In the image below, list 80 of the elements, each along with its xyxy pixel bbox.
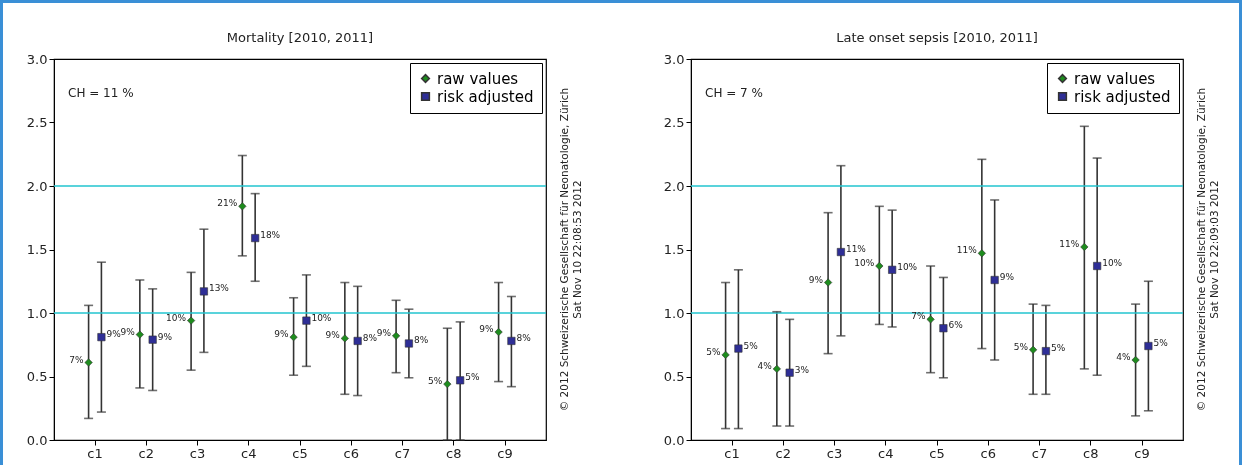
annotation: 5% (1153, 338, 1169, 349)
annotation: 5% (1013, 341, 1029, 352)
annotation: 10% (897, 261, 918, 272)
annotation: 5% (706, 346, 722, 357)
annotation: CH = 11 % (68, 86, 134, 100)
text: Sat Nov 10 22:08:53 2012 (571, 180, 583, 319)
x-tick-label: c6 (980, 445, 996, 461)
x-tick-label: c4 (241, 445, 257, 461)
y-tick-label: 1.5 (663, 242, 685, 257)
annotation: 7% (69, 354, 85, 365)
y-tick-label: 3.0 (26, 51, 48, 67)
text: © 2012 Schweizerische Gesellschaft für Neonatologie, Zürich (558, 87, 570, 412)
y-tick-label: 2.5 (26, 115, 48, 130)
annotation: 10% (854, 258, 875, 269)
annotation: 10% (311, 312, 332, 323)
y-tick-label: 2.0 (663, 178, 685, 194)
annotation: 8% (362, 332, 378, 343)
annotation: 11% (1059, 238, 1080, 249)
text: Sat Nov 10 22:09:03 2012 (1208, 180, 1220, 319)
annotation: 5% (743, 340, 759, 351)
x-tick-label: c1 (724, 445, 740, 461)
x-tick-label: c9 (1134, 445, 1150, 461)
x-tick-label: c3 (189, 445, 206, 461)
annotation: 5% (428, 376, 443, 387)
chart-title: Late onset sepsis [2010, 2011] (836, 30, 1038, 45)
x-tick-label: c7 (1031, 445, 1048, 461)
x-tick-label: c2 (138, 445, 154, 461)
y-tick-label: 3.0 (663, 51, 685, 67)
annotation: 21% (217, 198, 238, 209)
annotation: 9% (808, 274, 824, 285)
legend-label: raw values (1074, 69, 1156, 88)
legend-label: raw values (437, 69, 519, 88)
x-tick-label: c3 (826, 445, 843, 461)
annotation: 4% (1116, 351, 1132, 362)
annotation: 3% (794, 364, 810, 375)
y-tick-label: 0.5 (663, 369, 685, 384)
text: © 2012 Schweizerische Gesellschaft für Neonatologie, Zürich (1195, 87, 1207, 412)
annotation: 5% (465, 372, 480, 383)
annotation: 8% (516, 332, 532, 343)
y-tick-label: 2.5 (663, 115, 685, 130)
y-tick-label: 1.5 (26, 242, 48, 257)
annotation: 13% (208, 283, 230, 294)
annotation: 9% (274, 329, 290, 340)
annotation: 8% (413, 335, 429, 346)
annotation: 4% (757, 360, 773, 371)
y-tick-label: 0.0 (663, 432, 685, 448)
x-tick-label: c9 (497, 445, 513, 461)
annotation: 9% (479, 324, 495, 335)
x-tick-label: c4 (878, 445, 894, 461)
annotation: 11% (845, 244, 867, 255)
y-tick-label: 0.5 (26, 369, 48, 384)
y-tick-label: 1.0 (663, 305, 685, 321)
annotation: 10% (166, 312, 187, 323)
annotation: 9% (376, 327, 392, 338)
x-tick-label: c7 (394, 445, 411, 461)
x-tick-label: c8 (1083, 445, 1099, 461)
legend-label: risk adjusted (1074, 87, 1171, 106)
y-tick-label: 1.0 (26, 305, 48, 321)
annotation: 9% (999, 271, 1015, 282)
annotation: CH = 7 % (705, 86, 763, 100)
x-tick-label: c5 (292, 445, 308, 461)
x-tick-label: c6 (343, 445, 359, 461)
x-tick-label: c2 (775, 445, 791, 461)
annotation: 10% (1102, 258, 1123, 269)
annotation: 9% (106, 329, 122, 340)
annotation: 9% (157, 331, 173, 342)
annotation: 18% (260, 230, 281, 241)
annotation: 11% (956, 245, 978, 256)
annotation: 9% (120, 326, 136, 337)
chart-title: Mortality [2010, 2011] (226, 30, 374, 45)
legend-label: risk adjusted (437, 87, 534, 106)
annotation: 6% (948, 320, 964, 331)
y-tick-label: 2.0 (26, 178, 48, 194)
x-tick-label: c8 (446, 445, 462, 461)
x-tick-label: c1 (87, 445, 103, 461)
annotation: 9% (325, 330, 341, 341)
annotation: 5% (1050, 343, 1066, 354)
annotation: 7% (911, 311, 927, 322)
y-tick-label: 0.0 (26, 432, 48, 448)
x-tick-label: c5 (929, 445, 945, 461)
